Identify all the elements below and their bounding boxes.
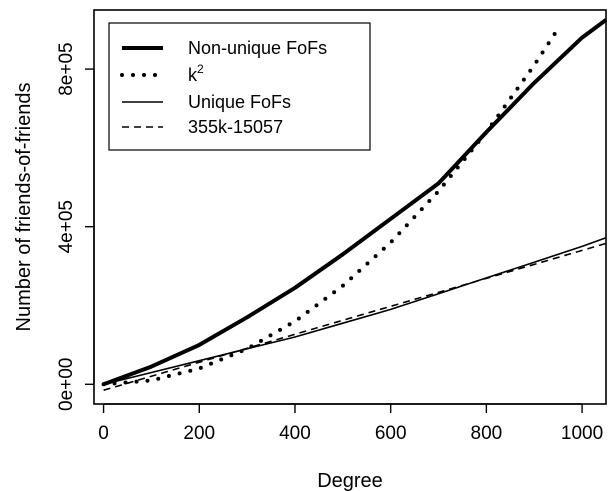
x-tick-label: 400 xyxy=(279,423,311,444)
legend-label-fit-line: 355k-15057 xyxy=(188,117,283,137)
x-axis-title: Degree xyxy=(317,470,383,491)
x-tick-label: 200 xyxy=(183,423,215,444)
series-line-3 xyxy=(103,242,607,391)
series-line-2 xyxy=(103,236,607,386)
series-line-0 xyxy=(102,18,608,387)
y-tick-label: 8e+05 xyxy=(56,42,77,95)
legend-label-non-unique: Non-unique FoFs xyxy=(188,38,327,58)
legend-label-k-base: k xyxy=(188,65,198,85)
legend-label-unique: Unique FoFs xyxy=(188,92,291,112)
x-tick-label: 800 xyxy=(471,423,503,444)
y-tick-label: 0e+00 xyxy=(56,358,77,411)
series-layer xyxy=(101,18,608,391)
x-axis: 0 200 400 600 800 1000 xyxy=(98,403,603,444)
legend: Non-unique FoFs k2 Unique FoFs 355k-1505… xyxy=(108,22,371,151)
y-tick-label: 4e+05 xyxy=(56,200,77,253)
x-tick-label: 0 xyxy=(98,423,109,444)
x-tick-label: 1000 xyxy=(561,423,603,444)
x-tick-label: 600 xyxy=(375,423,407,444)
y-axis: 0e+00 4e+05 8e+05 xyxy=(56,42,95,411)
legend-label-k-sup: 2 xyxy=(197,62,204,76)
legend-box xyxy=(108,22,371,151)
y-axis-title: Number of friends-of-friends xyxy=(13,83,35,332)
series-line-1 xyxy=(101,26,561,387)
legend-label-k-squared: k2 xyxy=(188,62,204,85)
